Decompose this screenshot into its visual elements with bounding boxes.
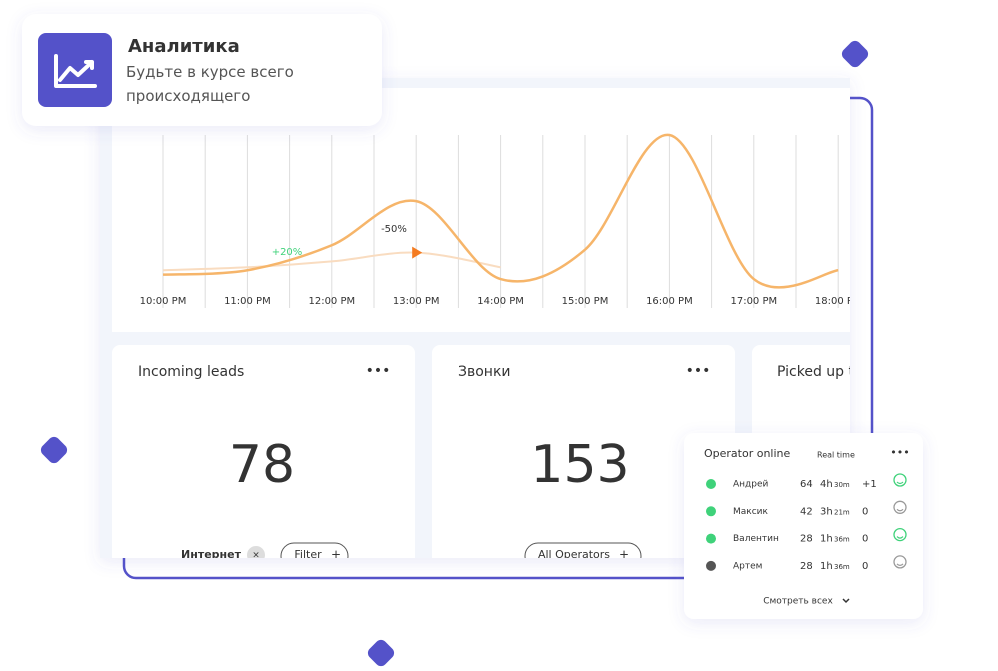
- operator-delta: +1: [862, 479, 877, 490]
- face: [893, 500, 907, 514]
- marker: [412, 246, 423, 259]
- menu[interactable]: •••: [366, 363, 391, 379]
- operator-name: Валентин: [733, 534, 779, 544]
- plus: +: [331, 548, 341, 562]
- chart-area: [112, 88, 850, 332]
- operator-minutes: 30m: [834, 481, 850, 489]
- menu[interactable]: •••: [686, 363, 711, 379]
- annotation: +20%: [272, 247, 303, 258]
- operator-count: 42: [800, 506, 813, 517]
- header-subtitle: Будьте в курсе всего происходящего: [126, 63, 294, 105]
- x-tick-label: 12:00 PM: [308, 296, 355, 307]
- face-mouth: [896, 536, 904, 539]
- operator-delta: 0: [862, 561, 868, 572]
- face: [893, 527, 907, 542]
- line: [162, 251, 501, 272]
- status-dot: [706, 479, 716, 489]
- header-subtitle-box: Будьте в курсе всего происходящего: [126, 63, 294, 105]
- card-title: Incoming leads: [138, 364, 244, 380]
- tag-remove-icon: ×: [252, 551, 260, 561]
- card: [432, 345, 735, 558]
- tag-remove[interactable]: [247, 546, 265, 564]
- operator-hours: 4h: [820, 479, 833, 490]
- operator-rows: Андрей 64 4h 30m +1 Максик 42 3h 21m 0 Валентин 28 1…: [706, 473, 907, 572]
- x-tick-label: 16:00 PM: [646, 296, 693, 307]
- card-title: Звонки: [458, 364, 511, 380]
- operator-delta: 0: [862, 534, 868, 545]
- x-tick-label: 10:00 PM: [140, 296, 187, 307]
- panel-content: 10:00 PM 11:00 PM 12:00 PM 13:00 PM 14:00 PM…: [112, 88, 863, 569]
- annotation: -50%: [381, 224, 407, 235]
- operator-minutes: 36m: [834, 536, 850, 544]
- operators-title: Operator online: [704, 447, 791, 460]
- operator-hours: 3h: [820, 506, 833, 517]
- decor: [40, 436, 68, 464]
- card: [112, 345, 415, 558]
- operator-count: 64: [800, 479, 813, 490]
- x-tick-label: 14:00 PM: [477, 296, 524, 307]
- face-mouth: [896, 563, 904, 566]
- operator-count: 28: [800, 561, 813, 572]
- badge: Real time: [817, 451, 855, 460]
- chart: 10:00 PM 11:00 PM 12:00 PM 13:00 PM 14:00 PM…: [140, 133, 862, 308]
- operator-name: Андрей: [733, 480, 769, 490]
- operators-button[interactable]: [524, 542, 642, 569]
- operator-hours: 1h: [820, 561, 833, 572]
- card-value: 153: [530, 435, 629, 495]
- status-dot: [706, 506, 716, 517]
- button-label: All Operators: [538, 548, 610, 561]
- decor: [367, 639, 395, 667]
- x-tick-label: 18:00 PM: [815, 296, 862, 307]
- x-tick-label: 11:00 PM: [224, 296, 271, 307]
- plus: +: [619, 548, 629, 562]
- x-tick-label: 17:00 PM: [730, 296, 777, 307]
- line: [162, 133, 839, 289]
- decor: [841, 40, 869, 68]
- face: [893, 555, 907, 569]
- filter-button[interactable]: [280, 542, 349, 569]
- operator-name: Артем: [733, 561, 762, 571]
- tag: Интернет: [181, 548, 242, 561]
- status-dot: [706, 533, 716, 544]
- operator-minutes: 36m: [834, 563, 850, 571]
- operator-name: Максик: [733, 507, 769, 517]
- operator-hours: 1h: [820, 534, 833, 545]
- face-mouth: [896, 481, 904, 485]
- card-title: Picked up th: [777, 364, 863, 380]
- card-value: 78: [229, 435, 295, 495]
- operator-minutes: 21m: [834, 508, 850, 516]
- status-dot: [706, 560, 716, 571]
- header-title: Аналитика: [128, 36, 240, 57]
- icon-glyph: [54, 54, 97, 88]
- menu[interactable]: •••: [890, 446, 909, 459]
- x-tick-label: 13:00 PM: [393, 296, 440, 307]
- face: [893, 473, 907, 487]
- face-mouth: [896, 508, 904, 512]
- chevron: [842, 598, 850, 604]
- x-tick-label: 15:00 PM: [562, 296, 609, 307]
- operator-count: 28: [800, 534, 813, 545]
- footer-link[interactable]: Смотреть всех: [763, 597, 833, 607]
- operator-delta: 0: [862, 506, 868, 517]
- button-label: Filter: [294, 548, 322, 561]
- operators-panel: [684, 433, 923, 619]
